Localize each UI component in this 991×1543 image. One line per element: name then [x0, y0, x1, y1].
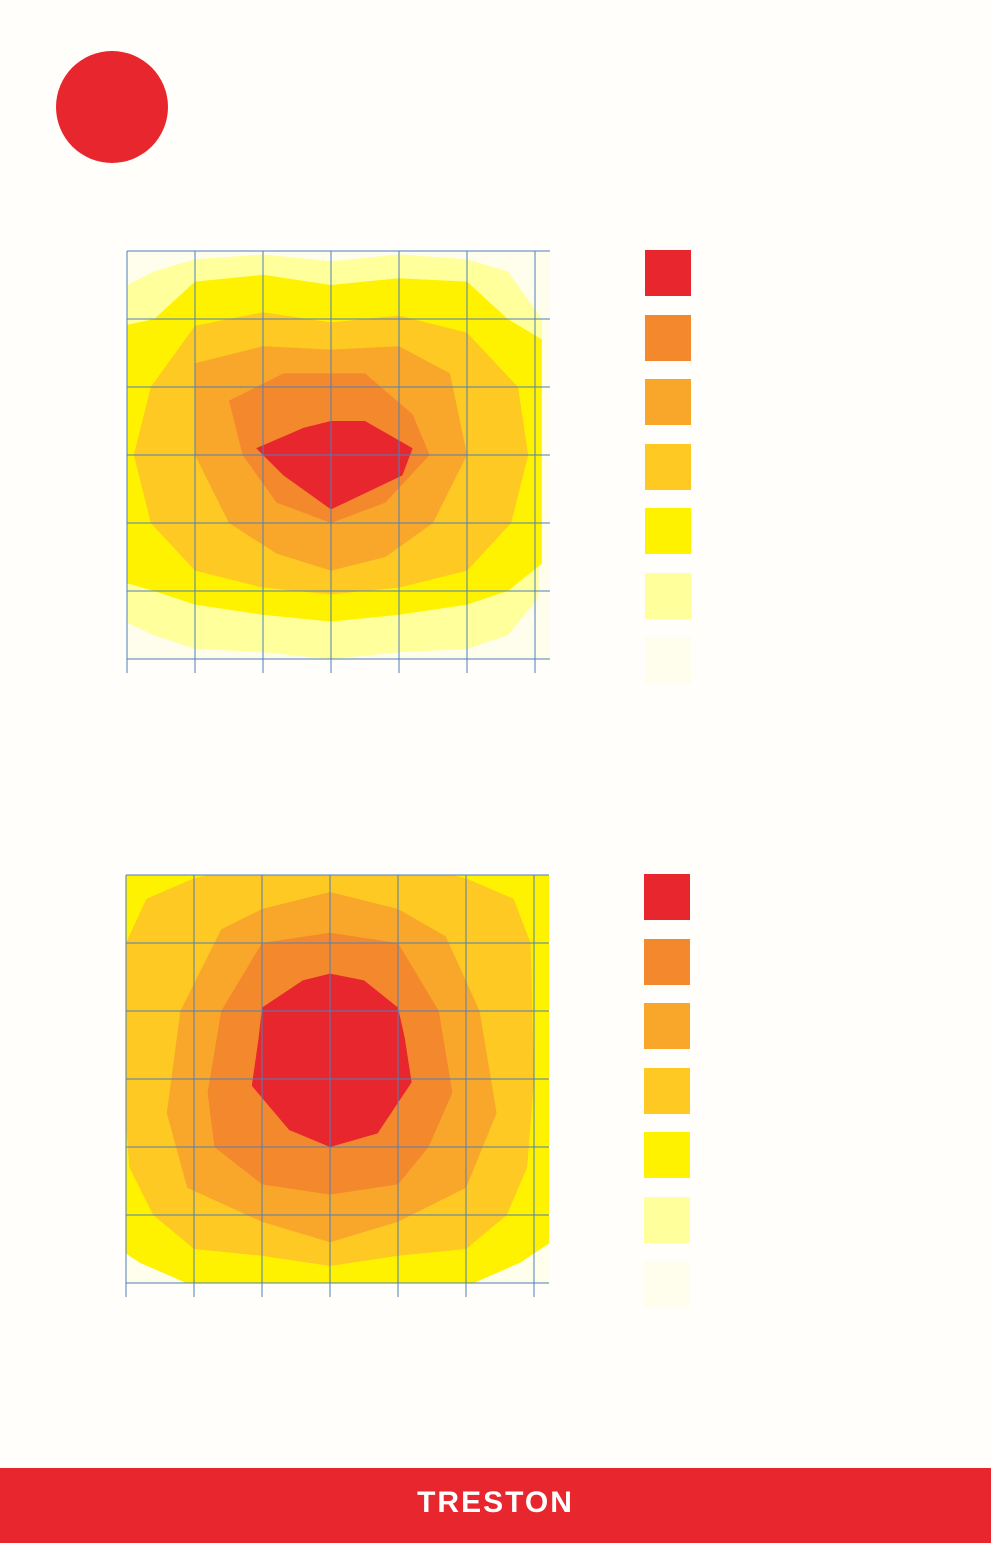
legend-swatch-level-5 [644, 1196, 690, 1243]
section-badge [56, 51, 168, 163]
heatmap-contours [127, 251, 550, 659]
heatmap-bottom [125, 874, 549, 1297]
legend-swatch-level-6 [644, 1261, 690, 1307]
heatmap-contours [126, 875, 549, 1283]
legend-swatch-level-1 [644, 938, 690, 985]
legend-swatch-level-4 [645, 508, 691, 554]
legend-swatch-level-2 [645, 379, 691, 425]
footer-bar: TRESTON [0, 1468, 991, 1543]
heatmap-top [126, 250, 550, 673]
legend-swatch-level-3 [645, 443, 691, 490]
contour-level-0 [256, 421, 413, 510]
legend-bottom [644, 874, 692, 1326]
legend-swatch-level-0 [645, 250, 691, 296]
legend-swatch-level-5 [645, 572, 691, 619]
legend-swatch-level-1 [645, 314, 691, 361]
legend-swatch-level-0 [644, 874, 690, 920]
legend-swatch-level-4 [644, 1132, 690, 1178]
brand-logo: TRESTON [417, 1486, 574, 1519]
contour-level-0 [251, 973, 412, 1147]
legend-top [645, 250, 693, 702]
legend-swatch-level-6 [645, 637, 691, 683]
legend-swatch-level-2 [644, 1003, 690, 1049]
legend-swatch-level-3 [644, 1067, 690, 1114]
